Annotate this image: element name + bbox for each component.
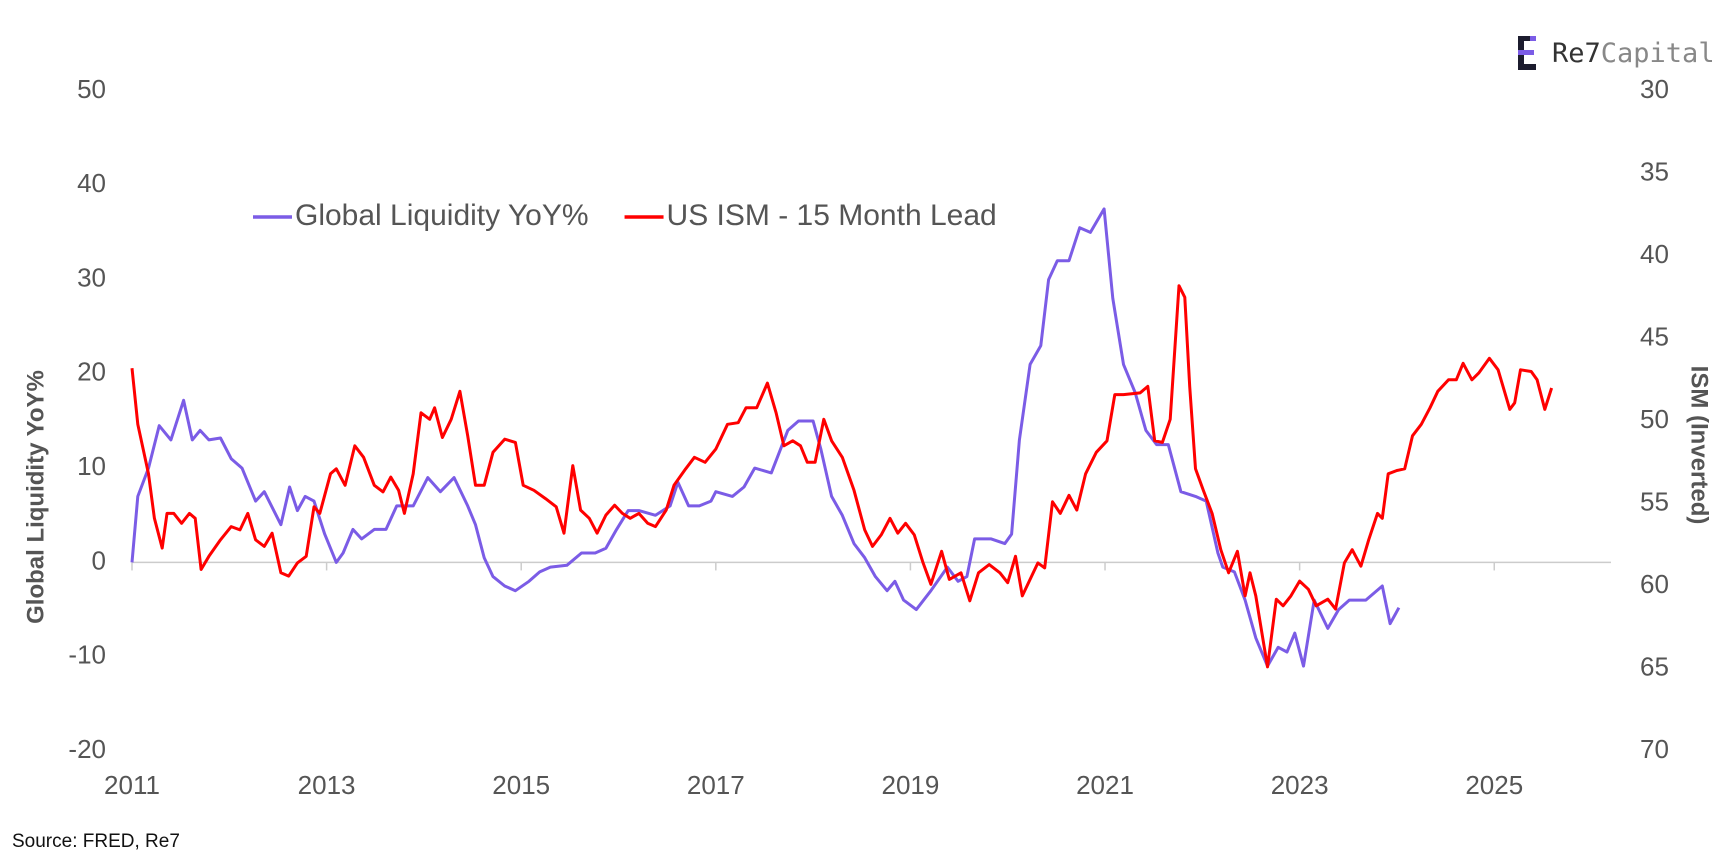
y2-tick-label: 60 [1640,569,1669,599]
logo-text: Re7Capital [1552,38,1715,69]
x-tick-label: 2023 [1271,770,1329,800]
y-tick-label: -10 [68,640,106,670]
y2-tick-label: 55 [1640,486,1669,516]
y-tick-label: 10 [77,451,106,481]
x-tick-label: 2025 [1465,770,1523,800]
y-tick-label: 20 [77,357,106,387]
y-tick-label: 40 [77,168,106,198]
y-tick-label: 0 [92,545,106,575]
logo-first: Re7 [1552,38,1601,69]
logo-icon [1518,36,1536,70]
x-tick-label: 2011 [104,770,160,800]
y-tick-label: -20 [68,734,106,764]
y-tick-label: 30 [77,262,106,292]
legend-label: US ISM - 15 Month Lead [667,199,997,232]
y2-tick-label: 50 [1640,404,1669,434]
y2-tick-label: 35 [1640,156,1669,186]
y-axis-title: Global Liquidity YoY% [22,370,49,624]
source-note: Source: FRED, Re7 [12,831,180,852]
y2-tick-label: 40 [1640,239,1669,269]
y2-axis-title: ISM (Inverted) [1686,366,1713,525]
data-line [130,207,1401,668]
y2-tick-label: 30 [1640,74,1669,104]
y2-tick-label: 45 [1640,321,1669,351]
x-tick-label: 2017 [687,770,745,800]
x-tick-label: 2013 [298,770,356,800]
x-tick-label: 2019 [881,770,939,800]
y-tick-label: 50 [77,74,106,104]
logo-second: Capital [1601,38,1715,69]
y2-tick-label: 65 [1640,651,1669,681]
legend-label: Global Liquidity YoY% [295,199,589,232]
legend: Global Liquidity YoY% US ISM - 15 Month L… [253,199,997,232]
data-line [130,284,1554,669]
y2-tick-label: 70 [1640,734,1669,764]
x-tick-label: 2021 [1076,770,1134,800]
x-tick-label: 2015 [492,770,550,800]
